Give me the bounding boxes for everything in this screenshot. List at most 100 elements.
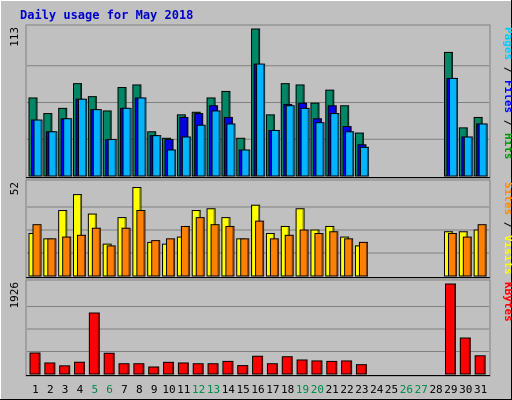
bar-shadow xyxy=(277,130,280,176)
bar-shadow xyxy=(68,366,70,374)
bar-pages-day-21 xyxy=(330,113,340,177)
bar-shadow xyxy=(364,365,367,374)
bar-shadow xyxy=(142,364,144,374)
legend-item-pages: Pages xyxy=(502,27,512,60)
bar-shadow xyxy=(84,235,86,276)
bar-shadow xyxy=(202,218,205,276)
bar-kbytes-day-21 xyxy=(326,360,338,375)
bar-kbytes-day-20 xyxy=(311,360,323,375)
panel-middle: 52 Sites / Visits xyxy=(8,179,512,279)
day-label-19: 19 xyxy=(296,383,309,396)
bar-shadow xyxy=(55,132,57,176)
day-label-12: 12 xyxy=(192,383,205,396)
legend-separator: / xyxy=(502,113,512,133)
bar-kbytes-day-16 xyxy=(252,355,264,375)
day-label-31: 31 xyxy=(474,383,487,396)
bar-kbytes-day-5 xyxy=(88,312,100,375)
bar-body xyxy=(252,355,264,375)
bar-shadow xyxy=(232,226,234,276)
bar-pages-day-6 xyxy=(107,139,117,177)
bar-pages-day-12 xyxy=(196,124,206,177)
bar-shadow xyxy=(248,150,250,176)
bar-sites-day-17 xyxy=(269,238,279,277)
bar-shadow xyxy=(305,360,308,374)
bar-shadow xyxy=(276,239,279,276)
bar-kbytes-day-17 xyxy=(266,363,278,375)
bar-shadow xyxy=(455,78,458,176)
bar-shadow xyxy=(366,147,369,176)
bar-shadow xyxy=(187,226,190,276)
legend-item-visits: Visits xyxy=(502,235,512,275)
bar-pages-day-16 xyxy=(256,63,266,177)
bar-shadow xyxy=(453,284,456,374)
bars-top xyxy=(28,28,488,177)
bar-kbytes-day-22 xyxy=(341,360,353,375)
bar-sites-day-23 xyxy=(358,241,368,277)
bar-shadow xyxy=(39,225,41,276)
bar-shadow xyxy=(98,228,101,276)
bar-kbytes-day-15 xyxy=(237,365,249,375)
bar-pages-day-20 xyxy=(315,122,325,177)
bar-kbytes-day-13 xyxy=(207,363,219,375)
day-label-14: 14 xyxy=(222,383,236,396)
bar-shadow xyxy=(351,239,353,276)
bar-shadow xyxy=(307,108,310,176)
day-label-20: 20 xyxy=(311,383,324,396)
bar-pages-day-11 xyxy=(181,136,191,177)
bar-sites-day-7 xyxy=(121,227,131,277)
bar-kbytes-day-10 xyxy=(163,361,175,375)
bar-pages-day-22 xyxy=(345,131,355,177)
bar-sites-day-10 xyxy=(166,238,176,277)
day-label-28: 28 xyxy=(429,383,442,396)
legend-item-hits: Hits xyxy=(502,133,512,160)
bar-kbytes-day-8 xyxy=(133,363,145,375)
day-label-16: 16 xyxy=(251,383,264,396)
day-label-13: 13 xyxy=(207,383,220,396)
bar-shadow xyxy=(321,234,323,276)
bar-kbytes-day-3 xyxy=(59,365,71,375)
day-label-15: 15 xyxy=(237,383,250,396)
bar-kbytes-day-19 xyxy=(296,359,308,375)
bar-shadow xyxy=(231,361,233,374)
bar-pages-day-8 xyxy=(137,97,147,177)
bar-shadow xyxy=(291,235,294,276)
y-max-label-middle: 52 xyxy=(8,182,21,195)
bar-kbytes-day-4 xyxy=(74,361,86,375)
bar-shadow xyxy=(365,242,368,276)
bar-shadow xyxy=(129,108,132,176)
bar-shadow xyxy=(159,136,161,176)
bar-sites-day-2 xyxy=(47,238,57,277)
bar-shadow xyxy=(320,361,322,374)
bar-shadow xyxy=(484,225,487,276)
bars-bottom xyxy=(29,283,486,375)
bar-sites-day-14 xyxy=(225,225,235,277)
bar-shadow xyxy=(275,364,278,374)
bar-shadow xyxy=(336,232,338,276)
chart-panels: 113 Pages / Files / Hits 52 Sites / Visits 1… xyxy=(8,24,512,377)
bar-shadow xyxy=(470,137,473,176)
bar-shadow xyxy=(468,338,471,374)
bar-kbytes-day-7 xyxy=(118,363,130,375)
bar-shadow xyxy=(113,246,116,276)
bar-sites-day-20 xyxy=(314,233,324,277)
day-label-27: 27 xyxy=(415,383,428,396)
bar-pages-day-31 xyxy=(478,123,488,177)
bar-shadow xyxy=(54,239,56,276)
bar-sites-day-29 xyxy=(447,233,457,277)
bar-shadow xyxy=(174,150,176,176)
bar-sites-day-22 xyxy=(344,238,354,277)
bar-sites-day-12 xyxy=(195,217,205,277)
bar-shadow xyxy=(38,353,40,374)
legend-bottom: KBytes xyxy=(502,282,512,322)
bars-middle xyxy=(28,187,487,277)
day-label-8: 8 xyxy=(136,383,143,396)
day-label-26: 26 xyxy=(400,383,413,396)
chart-title: Daily usage for May 2018 xyxy=(20,8,193,22)
day-label-18: 18 xyxy=(281,383,294,396)
bar-shadow xyxy=(485,124,488,176)
bar-kbytes-day-18 xyxy=(281,356,293,375)
panel-bottom: 1926 KBytes xyxy=(8,279,512,377)
bar-shadow xyxy=(99,110,102,176)
day-label-29: 29 xyxy=(444,383,457,396)
